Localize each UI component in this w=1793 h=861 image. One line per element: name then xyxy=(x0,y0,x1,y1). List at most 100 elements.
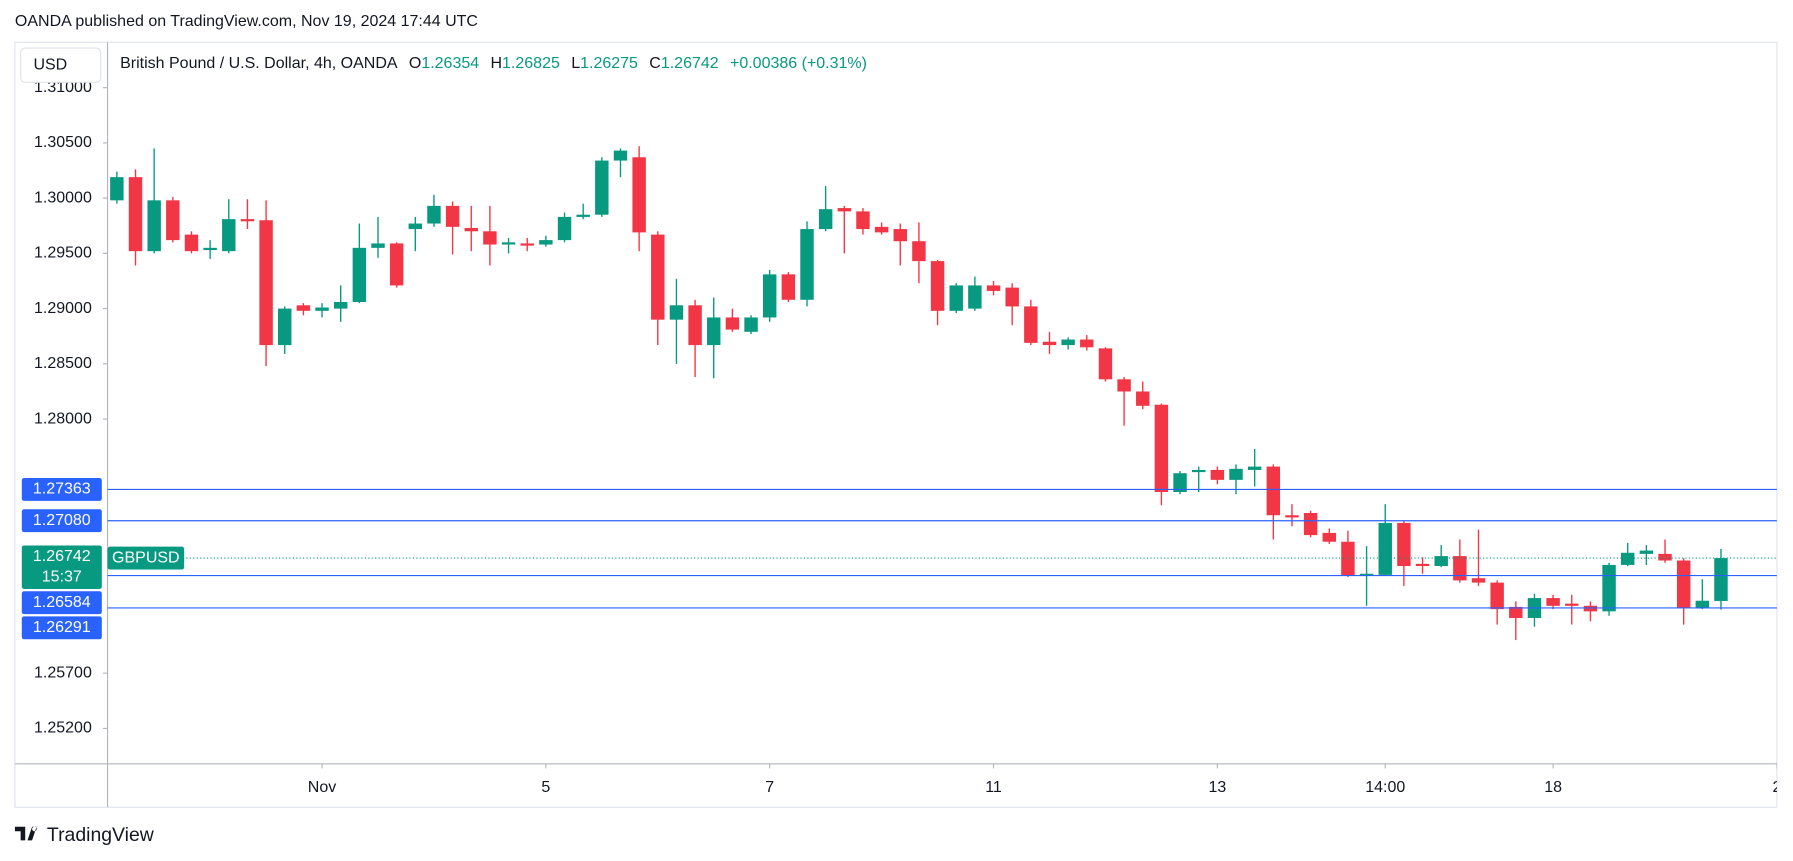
candle-body xyxy=(166,200,180,241)
y-tick-label: 1.25700 xyxy=(34,664,92,681)
candle-body xyxy=(1042,341,1057,346)
plot-area xyxy=(107,146,1777,641)
currency-label: USD xyxy=(33,56,67,73)
candle-body xyxy=(632,157,646,233)
y-tick-label: 1.28500 xyxy=(34,355,92,372)
y-tick-label: 1.30000 xyxy=(34,189,92,206)
candle-body xyxy=(1322,532,1336,542)
candle-body xyxy=(1341,541,1355,576)
x-tick-label: 18 xyxy=(1544,779,1562,796)
candle-body xyxy=(1453,556,1467,581)
candle-body xyxy=(259,220,273,346)
candle-body xyxy=(1303,513,1318,536)
countdown-label: 15:37 xyxy=(42,569,82,586)
ohlc-key: L xyxy=(571,55,580,72)
y-tick-label: 1.28000 xyxy=(34,410,92,427)
candle-body xyxy=(520,243,534,246)
candle-body xyxy=(1639,550,1654,554)
candle-body xyxy=(744,317,758,332)
candle-body xyxy=(688,305,702,346)
candle-body xyxy=(1359,573,1374,576)
candle-body xyxy=(1676,560,1691,609)
candle-body xyxy=(1266,466,1281,516)
candle-body xyxy=(1565,603,1579,606)
candle-body xyxy=(203,247,217,251)
candle-body xyxy=(781,274,796,300)
candle-body xyxy=(222,219,236,252)
candle-body xyxy=(968,285,982,309)
change-value: +0.00386 (+0.31%) xyxy=(730,55,867,72)
candle-body xyxy=(1397,522,1411,567)
candle-body xyxy=(557,216,572,241)
x-tick-label: 14:00 xyxy=(1365,779,1405,796)
candle-body xyxy=(893,229,907,242)
last-price-label: 1.26742 xyxy=(33,548,91,565)
candle-body xyxy=(128,177,143,252)
candle-body xyxy=(333,301,348,309)
ohlc-key: O xyxy=(409,55,421,72)
candle-body xyxy=(1509,606,1523,618)
candle-body xyxy=(1005,287,1019,307)
candle-body xyxy=(912,241,926,262)
x-tick-label: Nov xyxy=(308,779,336,796)
candle-body xyxy=(1378,522,1392,575)
candle-body xyxy=(1229,468,1243,480)
candle-body xyxy=(408,223,423,230)
price-labels: 1.27363 1.27080 1.26584 1.26291 1.26742 15:37… xyxy=(21,478,185,640)
candle-body xyxy=(296,305,311,311)
candle-body xyxy=(1490,582,1504,610)
candle-body xyxy=(856,211,870,230)
x-tick-label: 7 xyxy=(765,779,774,796)
publish-header: OANDA published on TradingView.com, Nov … xyxy=(15,13,478,30)
candle-body xyxy=(818,209,833,230)
candle-body xyxy=(1546,598,1560,606)
candle-body xyxy=(371,243,385,248)
candle-body xyxy=(427,205,441,224)
candle-body xyxy=(1658,553,1672,561)
ohlc-key: H xyxy=(490,55,502,72)
last-price-box xyxy=(21,545,102,589)
symbol-tag: GBPUSD xyxy=(112,549,180,566)
candle-body xyxy=(1154,404,1169,493)
price-scale: 1.31000 1.30500 1.30000 1.29500 1.29000 1.285… xyxy=(34,79,108,737)
y-tick-label: 1.29500 xyxy=(34,245,92,262)
x-tick-label: 11 xyxy=(985,779,1002,796)
candle-body xyxy=(1714,558,1728,601)
pane-border xyxy=(14,41,1778,808)
candle-body xyxy=(1080,339,1094,348)
candle-body xyxy=(1117,379,1131,392)
candle-body xyxy=(445,205,460,227)
candle-body xyxy=(1247,466,1262,470)
candle-body xyxy=(576,214,590,217)
candle-body xyxy=(874,226,889,233)
x-tick-label: 2 xyxy=(1772,779,1781,796)
candle-body xyxy=(725,317,740,330)
candle-body xyxy=(240,219,255,222)
logo-icon xyxy=(14,826,37,841)
candle-body xyxy=(651,234,665,320)
candle-body xyxy=(949,285,963,311)
candle-body xyxy=(1136,391,1150,406)
candle-body xyxy=(837,208,852,212)
candle-body xyxy=(110,177,124,201)
candle-body xyxy=(800,229,814,300)
ohlc-value: 1.26742 xyxy=(661,55,719,72)
candle-body xyxy=(762,274,777,318)
candle-body xyxy=(1061,339,1075,346)
candle-body xyxy=(147,200,161,252)
candle-body xyxy=(1434,556,1448,567)
price-line-label: 1.27363 xyxy=(33,481,91,498)
ohlc-key: C xyxy=(649,55,661,72)
candle-body xyxy=(184,234,199,252)
price-line-label: 1.27080 xyxy=(33,512,91,529)
candle-body xyxy=(1695,600,1710,609)
candle-body xyxy=(464,227,478,232)
y-tick-label: 1.29000 xyxy=(34,300,92,317)
candle-body xyxy=(1285,515,1299,518)
currency-button[interactable] xyxy=(20,47,102,83)
candle-body xyxy=(1415,563,1430,567)
candle-body xyxy=(595,160,609,215)
